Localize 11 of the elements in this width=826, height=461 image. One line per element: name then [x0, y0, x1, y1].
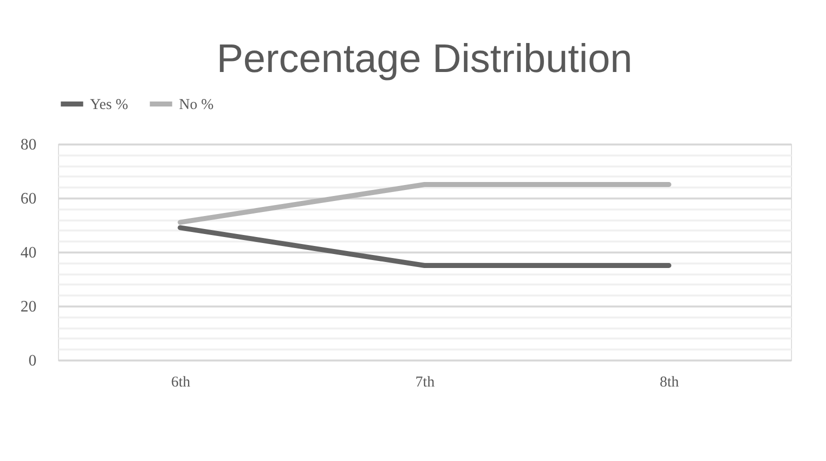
- x-tick-label: 6th: [171, 374, 191, 390]
- y-tick-label: 0: [28, 352, 36, 370]
- legend-label: Yes %: [90, 97, 128, 113]
- chart-title: Percentage Distribution: [216, 37, 632, 81]
- x-tick-label: 8th: [660, 374, 680, 390]
- y-tick-label: 40: [20, 244, 36, 262]
- x-tick-label: 7th: [415, 374, 436, 390]
- legend-label: No %: [179, 97, 214, 113]
- y-tick-label: 60: [20, 190, 36, 208]
- y-tick-label: 20: [20, 298, 36, 316]
- y-tick-label: 80: [20, 136, 36, 154]
